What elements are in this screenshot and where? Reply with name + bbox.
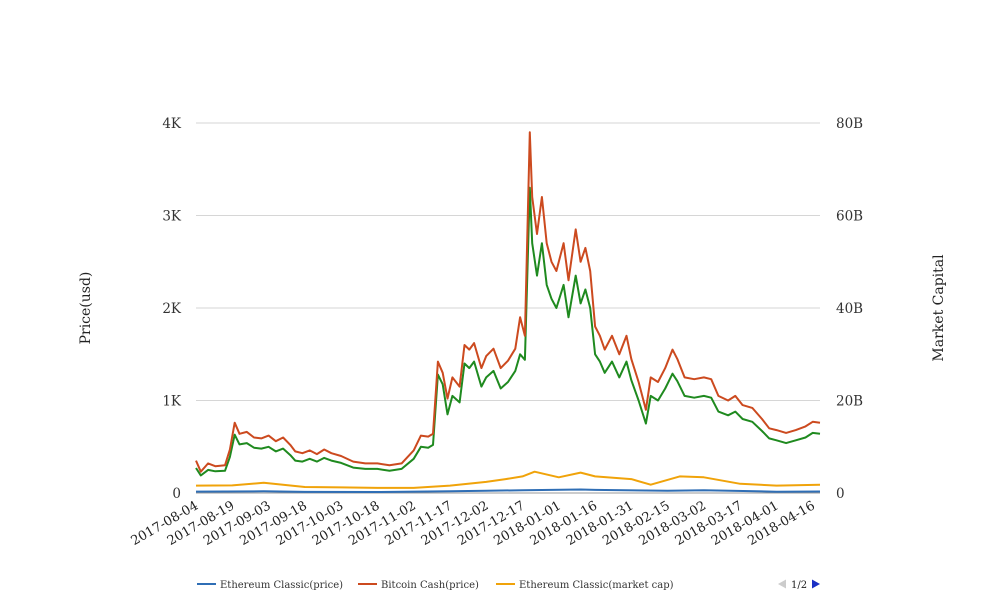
left-axis-title: Price(usd) bbox=[78, 272, 94, 345]
legend-page-indicator: 1/2 bbox=[791, 580, 807, 591]
left-y-axis: 0 1K 2K 3K 4K bbox=[162, 116, 182, 502]
series-lines bbox=[195, 131, 821, 493]
left-y-tick-label: 4K bbox=[162, 116, 182, 132]
left-y-tick-label: 0 bbox=[172, 486, 181, 502]
legend-item-label[interactable]: Bitcoin Cash(price) bbox=[381, 580, 479, 591]
series-line bbox=[195, 186, 821, 477]
right-axis-title: Market Capital bbox=[931, 254, 947, 362]
series-line bbox=[195, 488, 821, 493]
legend-item-label[interactable]: Ethereum Classic(market cap) bbox=[519, 580, 674, 591]
right-y-tick-label: 20B bbox=[836, 394, 863, 410]
right-y-tick-label: 80B bbox=[836, 116, 863, 132]
series-line bbox=[195, 470, 821, 489]
right-y-axis: 0 20B 40B 60B 80B bbox=[836, 116, 863, 502]
right-y-tick-label: 0 bbox=[836, 486, 845, 502]
legend-pager[interactable]: 1/2 bbox=[778, 579, 820, 592]
prev-page-icon[interactable] bbox=[778, 579, 786, 589]
left-y-tick-label: 3K bbox=[162, 209, 182, 225]
left-y-tick-label: 2K bbox=[162, 301, 182, 317]
left-y-tick-label: 1K bbox=[162, 394, 182, 410]
right-y-tick-label: 60B bbox=[836, 209, 863, 225]
legend: Ethereum Classic(price) Bitcoin Cash(pric… bbox=[197, 580, 674, 591]
gridlines bbox=[196, 122, 820, 494]
next-page-icon[interactable] bbox=[812, 579, 820, 589]
x-axis: 2017-08-042017-08-192017-09-032017-09-18… bbox=[129, 498, 818, 548]
right-y-tick-label: 40B bbox=[836, 301, 863, 317]
series-line bbox=[195, 131, 821, 473]
legend-item-label[interactable]: Ethereum Classic(price) bbox=[220, 580, 343, 591]
